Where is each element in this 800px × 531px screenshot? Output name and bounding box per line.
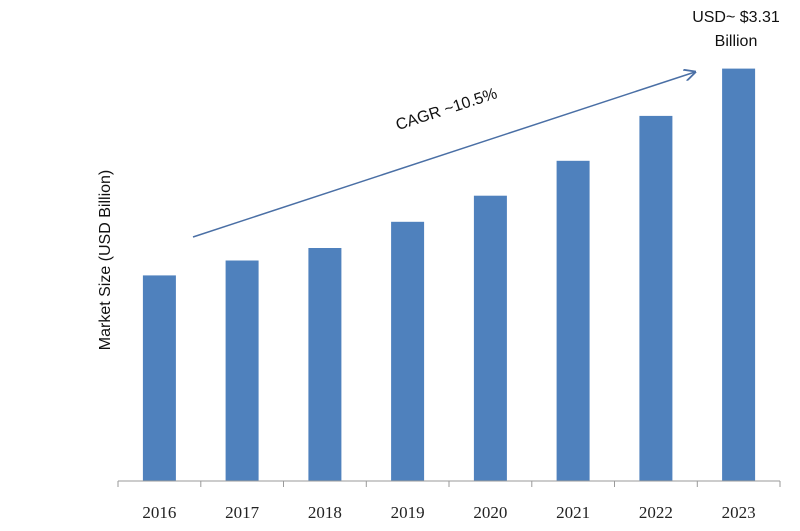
x-tick-label-2019: 2019 bbox=[391, 503, 425, 522]
x-tick-label-2017: 2017 bbox=[225, 503, 260, 522]
cagr-arrow bbox=[192, 72, 695, 238]
x-tick-label-2022: 2022 bbox=[639, 503, 673, 522]
last-value-annotation-line2: Billion bbox=[715, 33, 758, 50]
bar-2023 bbox=[722, 68, 756, 481]
x-tick-label-2020: 2020 bbox=[473, 503, 507, 522]
bar-2020 bbox=[473, 195, 507, 481]
bars-group bbox=[142, 68, 756, 482]
x-tick-label-2023: 2023 bbox=[722, 503, 756, 522]
bar-2016 bbox=[142, 275, 176, 481]
x-tick-label-2021: 2021 bbox=[556, 503, 590, 522]
bar-2022 bbox=[639, 115, 673, 482]
last-value-annotation-line1: USD~ $3.31 bbox=[692, 9, 780, 26]
cagr-label: CAGR ~10.5% bbox=[394, 85, 499, 134]
bar-2019 bbox=[391, 221, 425, 482]
bar-2017 bbox=[225, 260, 259, 481]
y-axis-label: Market Size (USD Billion) bbox=[97, 170, 114, 350]
x-tick-label-2016: 2016 bbox=[142, 503, 176, 522]
bar-2018 bbox=[308, 248, 342, 481]
bar-2021 bbox=[556, 160, 590, 482]
x-tick-labels: 2016 2017 2018 2019 2020 2021 2022 2023 bbox=[142, 503, 755, 522]
x-tick-marks bbox=[117, 481, 781, 487]
x-tick-label-2018: 2018 bbox=[308, 503, 342, 522]
